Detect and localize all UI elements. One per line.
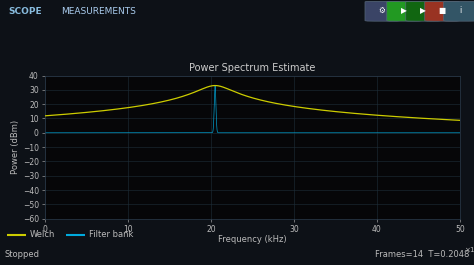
Text: ▶: ▶ [420,6,426,15]
Text: ▶: ▶ [401,6,407,15]
X-axis label: Frequency (kHz): Frequency (kHz) [218,235,287,244]
Text: Welch: Welch [29,230,55,239]
Text: MEASUREMENTS: MEASUREMENTS [62,7,137,16]
Text: SCOPE: SCOPE [9,7,42,16]
FancyBboxPatch shape [387,1,421,21]
FancyBboxPatch shape [425,1,459,21]
Text: Filter bank: Filter bank [89,230,133,239]
Text: i: i [460,6,462,15]
FancyBboxPatch shape [444,1,474,21]
Title: Power Spectrum Estimate: Power Spectrum Estimate [189,63,316,73]
FancyBboxPatch shape [406,1,440,21]
Text: Frames=14  T=0.2048: Frames=14 T=0.2048 [375,250,469,259]
Text: $\times10^{-4}$: $\times10^{-4}$ [464,244,474,256]
Text: Stopped: Stopped [5,250,40,259]
Y-axis label: Power (dBm): Power (dBm) [11,120,20,174]
Text: ⚙: ⚙ [379,6,385,15]
FancyBboxPatch shape [365,1,400,21]
Text: ■: ■ [438,6,446,15]
